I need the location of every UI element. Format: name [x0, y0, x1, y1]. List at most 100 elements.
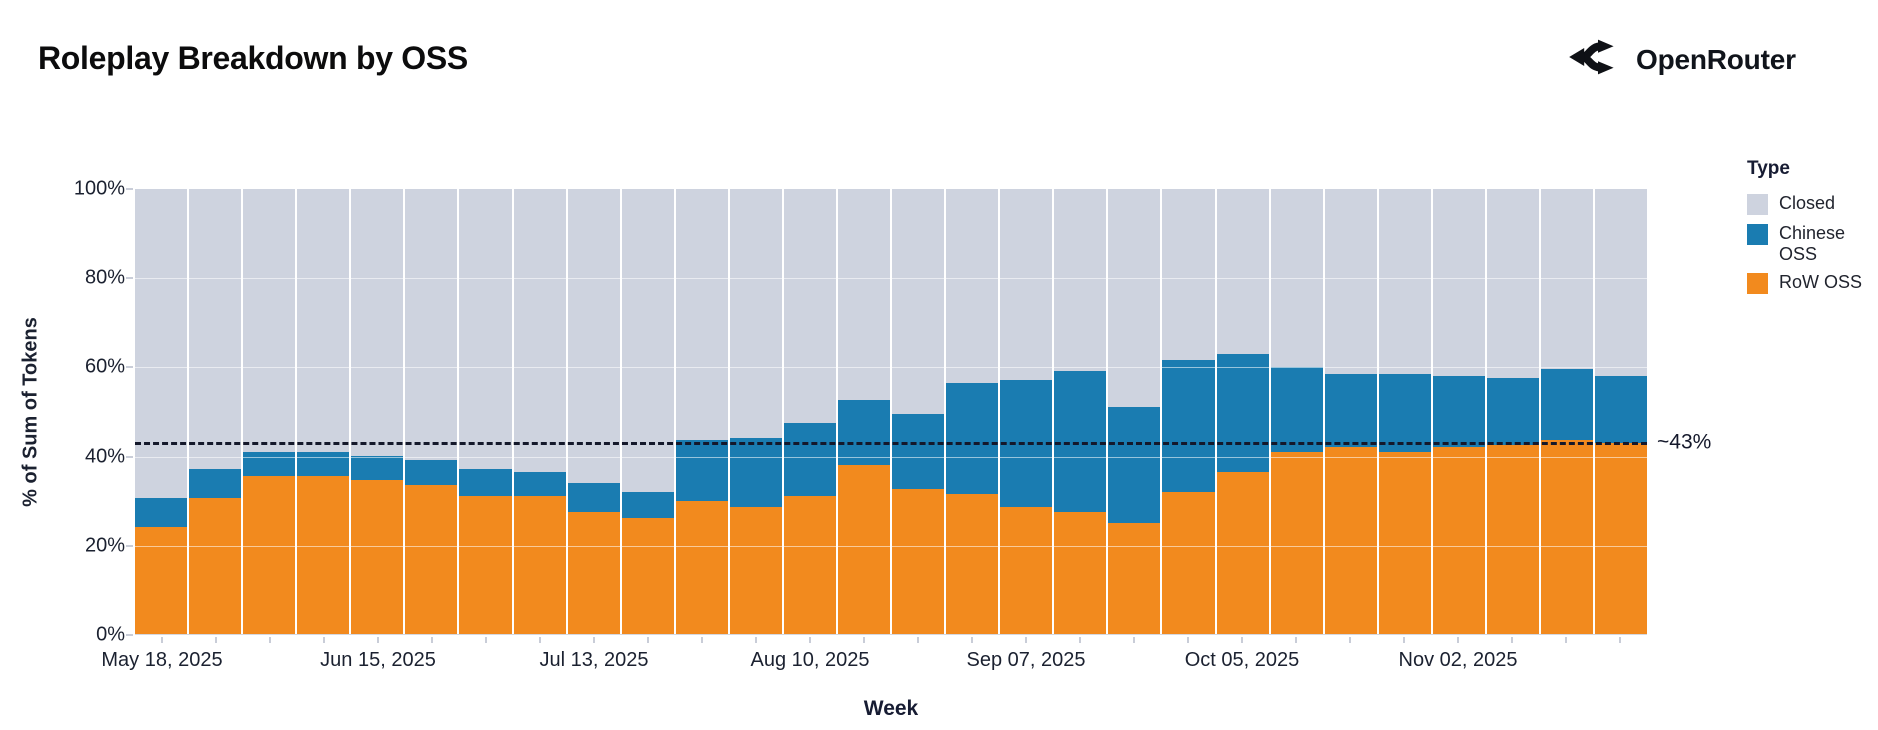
segment-row-oss	[243, 476, 296, 634]
x-tick-mark	[377, 637, 379, 643]
segment-closed	[513, 189, 566, 472]
bar-week-20	[1162, 189, 1215, 634]
bar-week-18	[1054, 189, 1107, 634]
segment-row-oss	[838, 464, 891, 634]
legend-swatch	[1747, 224, 1768, 245]
bar-week-21	[1216, 189, 1269, 634]
bar-week-23	[1324, 189, 1377, 634]
segment-row-oss	[675, 500, 728, 634]
plot-area: 0% 20% 40% 60% 80% 100% May 18, 2025 Jun 15, 20…	[74, 178, 1711, 672]
bar-week-15	[892, 189, 945, 634]
segment-row-oss	[1270, 451, 1323, 634]
segment-chinese-oss	[946, 382, 999, 494]
segment-closed	[783, 189, 837, 423]
segment-closed	[1486, 189, 1540, 379]
segment-row-oss	[783, 496, 837, 634]
gridline-20pct	[135, 545, 1647, 547]
bars-container	[135, 189, 1648, 634]
bar-week-7	[459, 189, 512, 634]
bar-week-26	[1486, 189, 1540, 634]
segment-chinese-oss	[243, 451, 296, 477]
bar-week-8	[513, 189, 566, 634]
segment-chinese-oss	[459, 469, 512, 497]
segment-row-oss	[1595, 442, 1648, 634]
segment-row-oss	[567, 511, 620, 634]
x-tick-label: May 18, 2025	[101, 649, 223, 671]
y-tick-mark	[126, 544, 133, 547]
x-tick-mark	[1295, 637, 1297, 643]
x-axis-title: Week	[863, 697, 919, 720]
segment-row-oss	[1486, 444, 1540, 634]
segment-chinese-oss	[1054, 371, 1107, 512]
segment-closed	[621, 189, 674, 492]
legend: Type Closed Chinese OSS RoW OSS	[1747, 158, 1875, 302]
segment-chinese-oss	[297, 451, 350, 477]
x-tick-mark	[755, 637, 757, 643]
segment-chinese-oss	[729, 438, 782, 508]
segment-chinese-oss	[892, 413, 945, 490]
segment-row-oss	[1108, 522, 1161, 634]
x-tick-mark	[1187, 637, 1189, 643]
x-tick-label: Jun 15, 2025	[320, 649, 436, 671]
segment-closed	[1378, 189, 1431, 374]
segment-closed	[1595, 189, 1648, 376]
segment-row-oss	[1000, 507, 1053, 634]
reference-line-label: ~43%	[1657, 430, 1712, 454]
segment-closed	[1432, 189, 1485, 376]
x-tick-label: Nov 02, 2025	[1398, 649, 1518, 671]
x-tick-mark	[161, 637, 163, 643]
x-tick-label: Aug 10, 2025	[750, 649, 870, 671]
bar-week-28	[1595, 189, 1648, 634]
y-tick-label-0pct: 0%	[96, 623, 125, 646]
segment-closed	[297, 189, 350, 452]
x-tick-mark	[323, 637, 325, 643]
y-tick-label-80pct: 80%	[84, 266, 125, 289]
openrouter-logo-icon	[1568, 36, 1622, 83]
gridline-40pct	[135, 456, 1647, 458]
segment-row-oss	[1432, 447, 1485, 634]
x-tick-label: Jul 13, 2025	[539, 649, 649, 671]
segment-row-oss	[405, 484, 458, 634]
brand-name: OpenRouter	[1636, 43, 1796, 75]
segment-closed	[838, 189, 891, 401]
y-tick-label-60pct: 60%	[84, 355, 125, 378]
segment-closed	[1162, 189, 1215, 361]
bar-week-10	[621, 189, 674, 634]
segment-chinese-oss	[1541, 369, 1594, 441]
bar-week-2	[189, 189, 242, 634]
segment-row-oss	[1162, 491, 1215, 634]
segment-chinese-oss	[135, 498, 188, 528]
x-tick-label: Sep 07, 2025	[966, 649, 1086, 671]
y-tick-mark	[126, 634, 133, 636]
legend-item-closed: Closed	[1747, 193, 1875, 215]
segment-closed	[459, 189, 512, 470]
bar-week-1	[135, 189, 188, 634]
segment-row-oss	[297, 476, 350, 634]
x-tick-mark	[485, 637, 487, 643]
segment-chinese-oss	[1216, 353, 1269, 472]
legend-title: Type	[1747, 158, 1790, 179]
segment-closed	[1216, 189, 1269, 354]
gridline-60pct	[135, 367, 1647, 369]
segment-row-oss	[1324, 447, 1377, 634]
bar-week-3	[243, 189, 296, 634]
legend-label: Closed	[1779, 193, 1836, 213]
x-tick-mark	[1349, 637, 1351, 643]
reference-line-43pct	[135, 441, 1647, 445]
segment-row-oss	[729, 507, 782, 634]
legend-label: Chinese OSS	[1779, 223, 1846, 264]
bar-week-16	[946, 189, 999, 634]
legend-swatch	[1747, 273, 1768, 295]
segment-row-oss	[351, 480, 404, 634]
segment-chinese-oss	[1486, 378, 1540, 445]
y-tick-mark	[126, 277, 133, 280]
segment-row-oss	[1541, 440, 1594, 634]
x-tick-mark	[917, 637, 919, 643]
segment-closed	[675, 189, 728, 441]
segment-chinese-oss	[567, 482, 620, 512]
segment-row-oss	[892, 489, 945, 634]
segment-closed	[946, 189, 999, 383]
legend-swatch	[1747, 194, 1768, 215]
y-tick-mark	[126, 366, 133, 369]
